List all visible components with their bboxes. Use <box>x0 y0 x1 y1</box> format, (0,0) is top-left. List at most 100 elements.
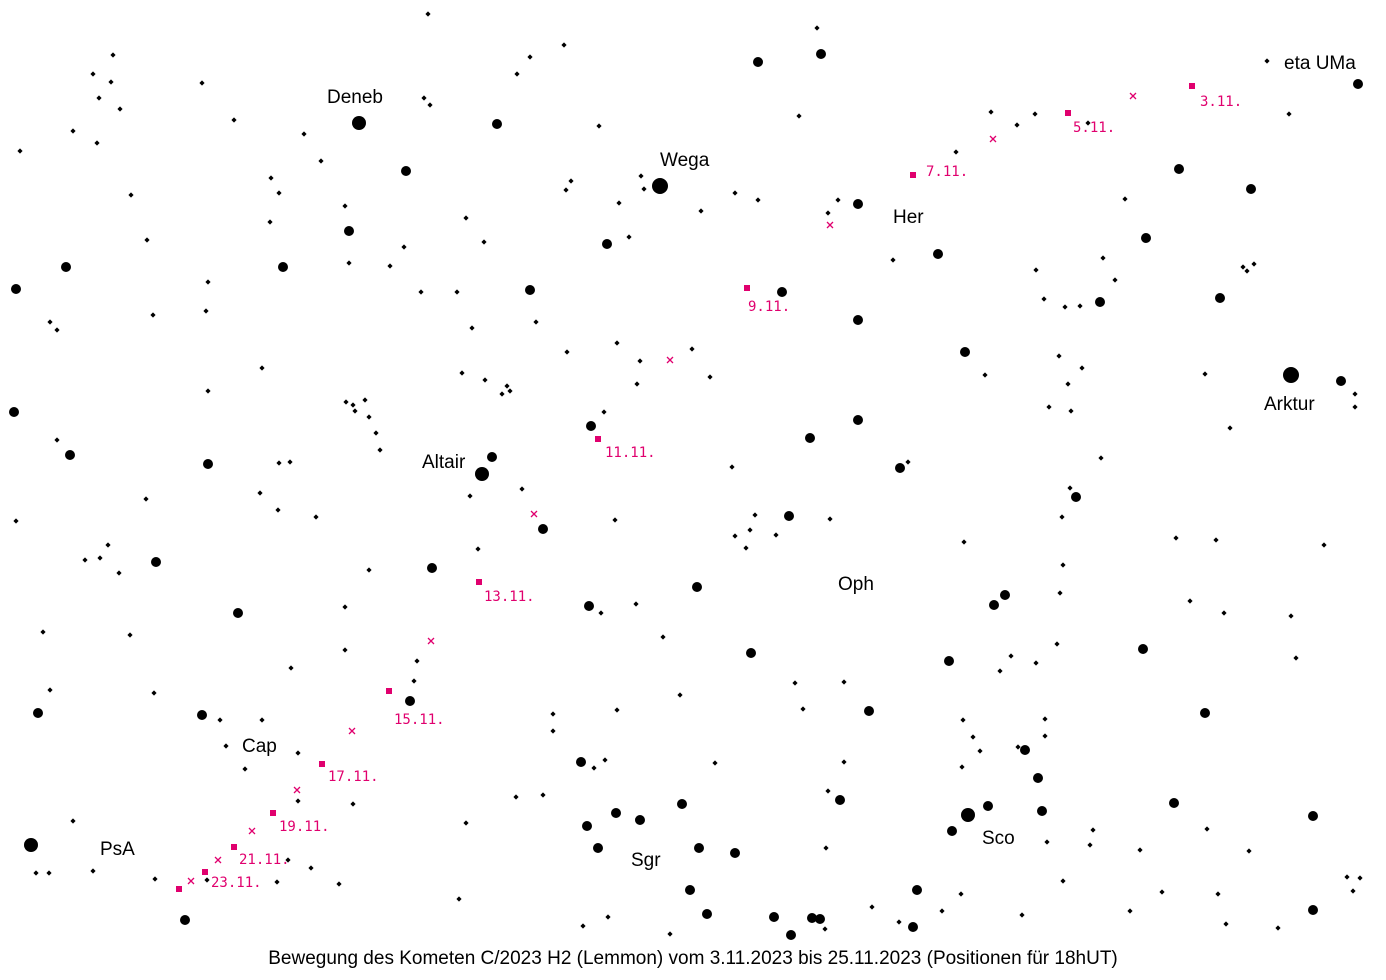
comet-date-label: 21.11. <box>239 852 290 868</box>
star <box>1308 905 1318 915</box>
star <box>418 289 424 295</box>
star <box>933 249 943 259</box>
comet-date-label: 5.11. <box>1073 120 1115 136</box>
star <box>983 801 993 811</box>
star <box>1215 891 1221 897</box>
star <box>835 795 845 805</box>
label-arktur: Arktur <box>1264 394 1315 415</box>
star <box>205 388 211 394</box>
star <box>584 601 594 611</box>
star <box>377 447 383 453</box>
star <box>550 728 556 734</box>
star <box>540 792 546 798</box>
label-psa: PsA <box>100 839 135 860</box>
star <box>350 402 356 408</box>
star <box>454 289 460 295</box>
star <box>777 287 787 297</box>
comet-intermediate-marker <box>214 856 222 864</box>
star <box>947 826 957 836</box>
star <box>638 173 644 179</box>
comet-intermediate-marker <box>1129 92 1137 100</box>
star <box>730 848 740 858</box>
star <box>1065 381 1071 387</box>
star <box>1357 875 1363 881</box>
comet-position-marker <box>319 761 325 767</box>
star <box>841 679 847 685</box>
star <box>614 340 620 346</box>
star <box>217 717 223 723</box>
star <box>70 128 76 134</box>
star <box>685 885 695 895</box>
star <box>712 760 718 766</box>
star <box>492 119 502 129</box>
star <box>13 518 19 524</box>
star <box>1213 537 1219 543</box>
star <box>223 743 229 749</box>
star <box>1293 655 1299 661</box>
star <box>598 610 604 616</box>
star <box>274 879 280 885</box>
star <box>1032 111 1038 117</box>
comet-date-label: 13.11. <box>484 589 535 605</box>
star <box>1019 912 1025 918</box>
star <box>1352 404 1358 410</box>
star <box>1037 806 1047 816</box>
star <box>1060 562 1066 568</box>
star <box>1344 874 1350 880</box>
star <box>652 178 668 194</box>
star <box>576 757 586 767</box>
star <box>1077 303 1083 309</box>
star <box>411 678 417 684</box>
star <box>1223 921 1229 927</box>
star <box>1137 847 1143 853</box>
star <box>605 914 611 920</box>
comet-intermediate-marker <box>248 827 256 835</box>
comet-intermediate-marker <box>293 786 301 794</box>
label-wega: Wega <box>660 150 710 171</box>
star <box>1098 455 1104 461</box>
star <box>864 706 874 716</box>
star <box>1100 255 1106 261</box>
star <box>295 750 301 756</box>
star <box>387 263 393 269</box>
star <box>825 210 831 216</box>
star <box>1067 485 1073 491</box>
star <box>959 764 965 770</box>
star <box>634 381 640 387</box>
star <box>110 52 116 58</box>
comet-intermediate-marker <box>666 356 674 364</box>
star <box>342 647 348 653</box>
star <box>276 190 282 196</box>
star <box>352 116 366 130</box>
star <box>344 226 354 236</box>
star <box>54 437 60 443</box>
star <box>308 865 314 871</box>
star <box>707 374 713 380</box>
star <box>1020 745 1030 755</box>
star <box>989 600 999 610</box>
star <box>414 658 420 664</box>
star <box>982 372 988 378</box>
comet-position-marker <box>386 688 392 694</box>
comet-position-marker <box>1189 83 1195 89</box>
star <box>342 604 348 610</box>
star <box>611 808 621 818</box>
star <box>295 798 301 804</box>
star <box>1244 268 1250 274</box>
star <box>616 200 622 206</box>
star <box>9 407 19 417</box>
star <box>427 563 437 573</box>
star <box>405 696 415 706</box>
star <box>612 517 618 523</box>
star <box>773 532 779 538</box>
star <box>47 687 53 693</box>
star <box>276 460 282 466</box>
comet-date-label: 23.11. <box>211 875 262 891</box>
star <box>961 808 975 822</box>
star <box>988 109 994 115</box>
star <box>117 106 123 112</box>
star <box>1095 297 1105 307</box>
star <box>689 346 695 352</box>
star <box>786 930 796 940</box>
star <box>1041 296 1047 302</box>
